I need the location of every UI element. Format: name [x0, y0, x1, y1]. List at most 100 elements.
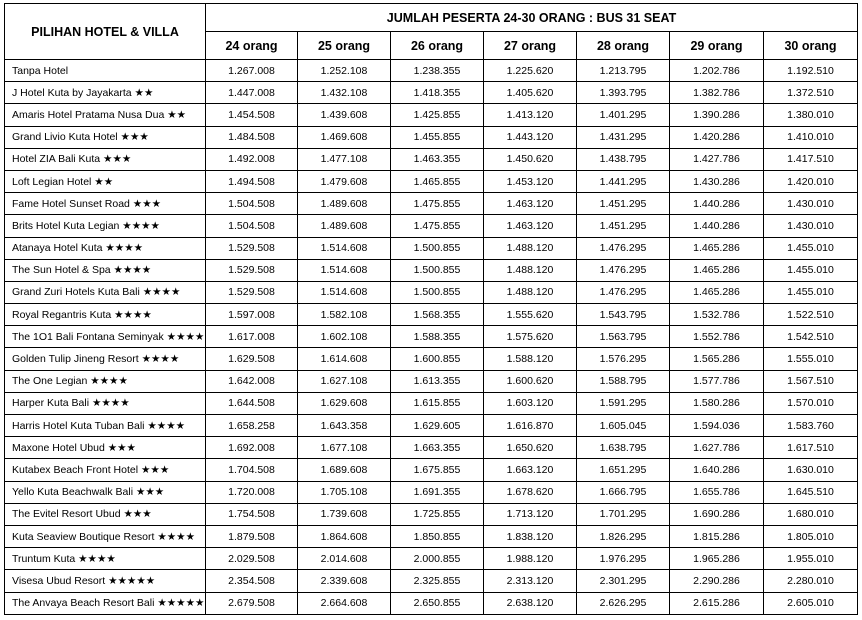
- price-cell: 1.455.855: [390, 125, 484, 149]
- price-cell: 1.213.795: [576, 58, 670, 83]
- price-cell: 1.427.786: [669, 147, 764, 171]
- price-cell: 1.413.120: [483, 103, 577, 127]
- table-row: Tanpa Hotel 1.267.008 1.252.108 1.238.355 1.…: [4, 58, 858, 83]
- price-cell: 1.689.608: [297, 458, 391, 482]
- price-cell: 1.602.108: [297, 325, 391, 349]
- hotel-name: Fame Hotel Sunset Road ★★★: [4, 192, 206, 216]
- price-cell: 1.477.108: [297, 147, 391, 171]
- price-cell: 1.488.120: [483, 236, 577, 260]
- hotel-name: Yello Kuta Beachwalk Bali ★★★: [4, 480, 206, 504]
- table-row: The One Legian ★★★★ 1.642.008 1.627.108 1.6…: [4, 369, 858, 393]
- price-cell: 1.382.786: [669, 81, 764, 105]
- price-cell: 1.476.295: [576, 280, 670, 305]
- price-cell: 1.826.295: [576, 524, 670, 549]
- price-cell: 2.000.855: [390, 547, 484, 571]
- price-cell: 1.529.508: [205, 280, 298, 305]
- hotel-name: Royal Regantris Kuta ★★★★: [4, 303, 206, 327]
- price-cell: 1.588.120: [483, 347, 577, 371]
- price-cell: 1.555.010: [763, 347, 858, 371]
- price-cell: 1.417.510: [763, 147, 858, 171]
- hotel-name: Truntum Kuta ★★★★: [4, 547, 206, 571]
- price-cell: 1.418.355: [390, 81, 484, 105]
- price-cell: 1.690.286: [669, 502, 764, 526]
- price-cell: 1.658.258: [205, 413, 298, 438]
- price-cell: 1.864.608: [297, 524, 391, 549]
- price-cell: 1.443.120: [483, 125, 577, 149]
- price-cell: 1.441.295: [576, 169, 670, 194]
- price-cell: 1.463.120: [483, 192, 577, 216]
- price-cell: 1.529.508: [205, 258, 298, 282]
- price-cell: 1.650.620: [483, 436, 577, 460]
- price-cell: 1.570.010: [763, 391, 858, 416]
- price-cell: 1.488.120: [483, 280, 577, 305]
- price-cell: 1.475.855: [390, 214, 484, 238]
- hotel-name: J Hotel Kuta by Jayakarta ★★: [4, 81, 206, 105]
- price-cell: 1.500.855: [390, 258, 484, 282]
- price-cell: 1.577.786: [669, 369, 764, 393]
- price-cell: 1.238.355: [390, 58, 484, 83]
- price-cell: 2.354.508: [205, 569, 298, 593]
- price-cell: 2.280.010: [763, 569, 858, 593]
- price-cell: 1.455.010: [763, 236, 858, 260]
- price-cell: 1.552.786: [669, 325, 764, 349]
- price-cell: 1.580.286: [669, 391, 764, 416]
- price-cell: 1.543.795: [576, 303, 670, 327]
- hotel-name: Kutabex Beach Front Hotel ★★★: [4, 458, 206, 482]
- price-cell: 1.451.295: [576, 192, 670, 216]
- price-cell: 1.615.855: [390, 391, 484, 416]
- price-cell: 1.430.286: [669, 169, 764, 194]
- price-cell: 1.705.108: [297, 480, 391, 504]
- table-row: Grand Zuri Hotels Kuta Bali ★★★★ 1.529.50…: [4, 280, 858, 305]
- price-cell: 1.629.608: [297, 391, 391, 416]
- price-cell: 1.440.286: [669, 214, 764, 238]
- price-cell: 2.664.608: [297, 591, 391, 615]
- price-cell: 1.454.508: [205, 103, 298, 127]
- price-cell: 1.563.795: [576, 325, 670, 349]
- price-cell: 1.754.508: [205, 502, 298, 526]
- price-cell: 1.568.355: [390, 303, 484, 327]
- price-cell: 1.267.008: [205, 58, 298, 83]
- price-cell: 1.425.855: [390, 103, 484, 127]
- price-cell: 1.489.608: [297, 214, 391, 238]
- price-cell: 2.626.295: [576, 591, 670, 615]
- price-cell: 1.451.295: [576, 214, 670, 238]
- hotel-name: Loft Legian Hotel ★★: [4, 169, 206, 194]
- price-cell: 1.410.010: [763, 125, 858, 149]
- price-cell: 1.514.608: [297, 236, 391, 260]
- price-cell: 1.488.120: [483, 258, 577, 282]
- table-row: Hotel ZIA Bali Kuta ★★★ 1.492.008 1.477.10…: [4, 147, 858, 171]
- column-header: 29 orang: [669, 31, 764, 60]
- price-cell: 1.976.295: [576, 547, 670, 571]
- price-cell: 2.339.608: [297, 569, 391, 593]
- hotel-name: Amaris Hotel Pratama Nusa Dua ★★: [4, 103, 206, 127]
- price-cell: 2.605.010: [763, 591, 858, 615]
- price-cell: 1.405.620: [483, 81, 577, 105]
- price-cell: 1.225.620: [483, 58, 577, 83]
- price-cell: 1.372.510: [763, 81, 858, 105]
- price-cell: 1.476.295: [576, 236, 670, 260]
- price-cell: 1.605.045: [576, 413, 670, 438]
- price-cell: 1.431.295: [576, 125, 670, 149]
- table-row: Visesa Ubud Resort ★★★★★ 2.354.508 2.339.6…: [4, 569, 858, 593]
- price-cell: 1.455.010: [763, 258, 858, 282]
- table-row: The Anvaya Beach Resort Bali ★★★★★ 2.679.…: [4, 591, 858, 615]
- table-row: Grand Livio Kuta Hotel ★★★ 1.484.508 1.469…: [4, 125, 858, 149]
- hotel-name: Grand Zuri Hotels Kuta Bali ★★★★: [4, 280, 206, 305]
- price-cell: 1.616.870: [483, 413, 577, 438]
- price-cell: 2.679.508: [205, 591, 298, 615]
- price-cell: 1.600.620: [483, 369, 577, 393]
- price-cell: 1.591.295: [576, 391, 670, 416]
- price-cell: 1.629.508: [205, 347, 298, 371]
- price-cell: 1.463.355: [390, 147, 484, 171]
- price-cell: 1.701.295: [576, 502, 670, 526]
- price-cell: 2.313.120: [483, 569, 577, 593]
- table-row: Harper Kuta Bali ★★★★ 1.644.508 1.629.608 1…: [4, 391, 858, 416]
- group-header: JUMLAH PESERTA 24-30 ORANG : BUS 31 SEAT: [205, 3, 858, 32]
- table-row: Golden Tulip Jineng Resort ★★★★ 1.629.508…: [4, 347, 858, 371]
- price-cell: 1.440.286: [669, 192, 764, 216]
- price-cell: 1.514.608: [297, 258, 391, 282]
- price-cell: 1.597.008: [205, 303, 298, 327]
- price-cell: 1.713.120: [483, 502, 577, 526]
- price-cell: 1.651.295: [576, 458, 670, 482]
